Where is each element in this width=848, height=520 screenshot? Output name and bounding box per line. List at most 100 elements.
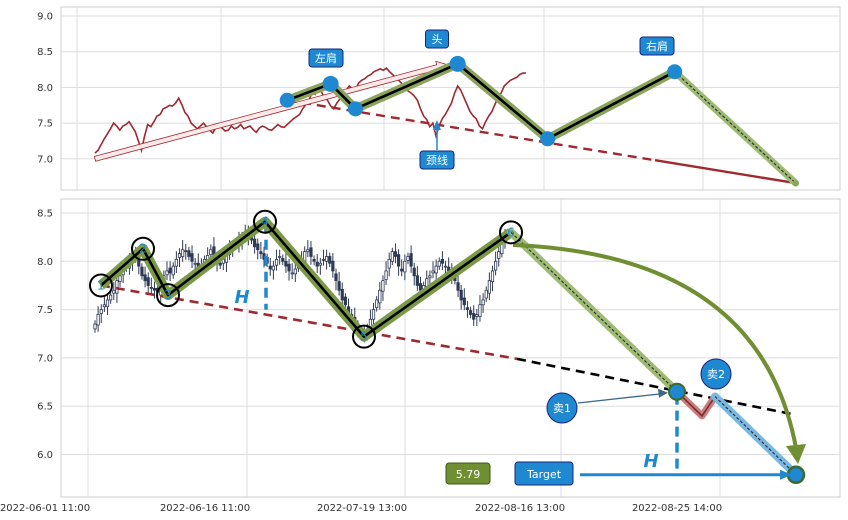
candle-body (321, 258, 326, 261)
candle-body (259, 251, 263, 254)
bottom-ytick-label: 6.5 (37, 402, 53, 413)
candle-body (403, 260, 407, 273)
candle-body (105, 299, 110, 308)
candle-body (149, 286, 153, 289)
top-label-neckline-box (419, 150, 455, 170)
candle-body (293, 268, 297, 275)
top-price-line (94, 67, 526, 154)
top-pattern-point (667, 64, 683, 80)
top-label-head-box (425, 29, 449, 49)
top-projection-line (674, 71, 797, 184)
candle-body (306, 249, 310, 253)
candle-body (378, 289, 382, 304)
candle-body (184, 250, 188, 253)
bottom-point-circle (156, 283, 180, 308)
candle-body (165, 270, 169, 276)
top-label-right-shoulder: 右肩 (646, 39, 668, 53)
bottom-sell1-point (668, 382, 686, 401)
candle-body (99, 309, 103, 314)
candle-body (268, 265, 272, 270)
candle-body (287, 263, 291, 272)
candle-body (375, 299, 379, 309)
bottom-height-label-2: H (643, 451, 658, 472)
bottom-projection-line (510, 231, 678, 393)
candle-body (109, 294, 113, 301)
bottom-point-circle (89, 273, 113, 298)
candle-body (309, 247, 313, 257)
bottom-xtick-label: 2022-06-01 11:00 (0, 503, 90, 514)
candle-body (415, 275, 419, 286)
candle-body (406, 256, 410, 261)
top-label-head: 头 (432, 33, 443, 46)
candle-body (271, 265, 275, 271)
candle-body (425, 278, 429, 287)
bottom-curved-arrow (512, 243, 798, 449)
candle-body (174, 258, 178, 267)
top-pattern-point (322, 75, 339, 92)
candle-body (93, 323, 97, 330)
bottom-ytick-label: 7.5 (37, 305, 53, 316)
candle-body (390, 251, 394, 262)
candle-body (274, 258, 279, 266)
candle-body (478, 304, 482, 317)
bottom-target-label: Target (526, 468, 562, 481)
candle-body (171, 265, 175, 276)
candle-body (181, 249, 185, 257)
candle-body (428, 275, 432, 279)
candle-body (384, 270, 388, 281)
candle-body (102, 304, 106, 308)
bottom-neckline-red (100, 284, 518, 361)
candle-body (328, 256, 332, 264)
candle-body (418, 283, 423, 291)
candle-body (434, 265, 438, 274)
candle-body (343, 296, 347, 306)
bottom-pullback-line (676, 391, 716, 418)
bottom-point-circle (352, 324, 376, 349)
candle-body (325, 256, 329, 262)
bottom-point-label: 2 (139, 242, 147, 256)
candle-body (284, 260, 288, 267)
bottom-point-label: 1 (97, 278, 105, 292)
bottom-sell2-badge (700, 358, 732, 390)
candle-body (318, 262, 322, 266)
top-pattern-point (347, 101, 363, 117)
bottom-curved-arrow-head (786, 444, 806, 464)
top-ytick-label: 7.5 (37, 119, 53, 130)
bottom-point-label: 3 (164, 288, 172, 302)
top-ytick-label: 8.0 (37, 83, 53, 94)
candle-body (143, 274, 147, 282)
candle-body (437, 260, 441, 267)
candle-body (443, 265, 448, 268)
bottom-ytick-label: 8.0 (37, 257, 53, 268)
bottom-target-label-box (514, 461, 574, 486)
candle-body (393, 251, 398, 257)
candle-body (315, 261, 319, 267)
candle-body (456, 282, 460, 291)
bottom-sell1-pointer (577, 393, 663, 404)
candle-body (112, 289, 116, 294)
candle-body (396, 254, 401, 267)
candle-body (494, 260, 498, 271)
candle-body (465, 307, 470, 310)
candle-body (118, 275, 122, 282)
top-label-neckline: 颈线 (426, 153, 448, 167)
candle-body (137, 258, 141, 267)
top-pattern-point (279, 92, 295, 108)
top-label-left-shoulder-box (308, 48, 344, 68)
candle-body (487, 280, 491, 294)
top-label-right-shoulder-box (639, 36, 675, 56)
candle-body (472, 313, 476, 320)
bottom-point-label: 6 (507, 225, 515, 239)
bottom-sell1-badge (546, 392, 578, 424)
bottom-pattern-line (100, 220, 512, 338)
top-projection-end (792, 180, 799, 187)
bottom-xtick-label: 2022-08-16 13:00 (475, 503, 565, 514)
top-ytick-label: 7.0 (37, 154, 53, 165)
candle-body (484, 289, 488, 299)
bottom-ytick-label: 7.0 (37, 353, 53, 364)
candle-body (190, 253, 194, 262)
candle-body (256, 243, 260, 251)
bottom-xtick-label: 2022-08-25 14:00 (632, 503, 722, 514)
bottom-xtick-label: 2022-07-19 13:00 (317, 503, 407, 514)
